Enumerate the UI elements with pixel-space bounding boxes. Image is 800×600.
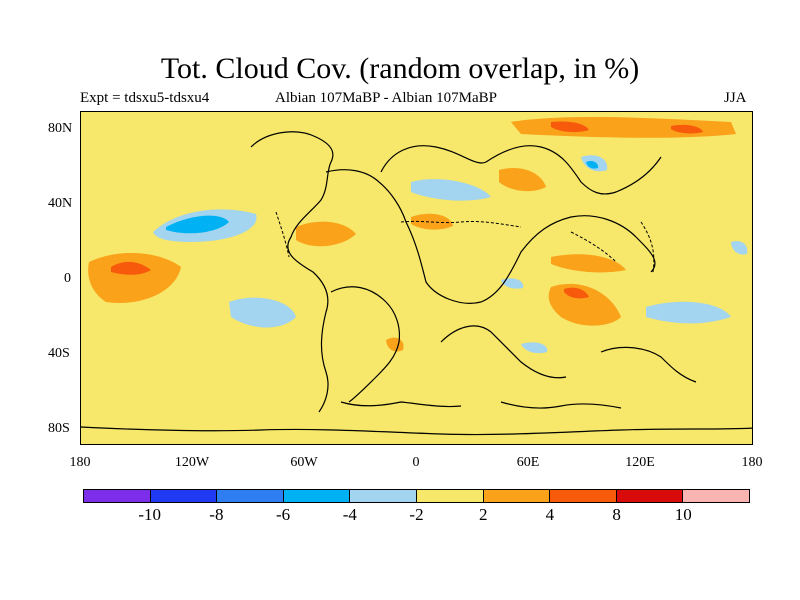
- x-tick-label: 60W: [290, 455, 318, 470]
- colorbar-swatch: [84, 490, 151, 502]
- colorbar-swatch: [350, 490, 417, 502]
- y-tick-label: 80N: [48, 121, 73, 136]
- experiment-label: Expt = tdsxu5-tdsxu4: [80, 90, 210, 106]
- colorbar-swatch: [150, 490, 218, 502]
- period-label: Albian 107MaBP - Albian 107MaBP: [275, 90, 497, 106]
- season-label: JJA: [724, 90, 747, 106]
- plot-title: Tot. Cloud Cov. (random overlap, in %): [160, 52, 640, 85]
- positive-anomaly-regions: [88, 117, 736, 352]
- colorbar-label: -6: [276, 505, 291, 524]
- colorbar-label: -2: [409, 505, 424, 524]
- x-tick-label: 0: [412, 455, 420, 470]
- colorbar-swatch: [217, 490, 284, 502]
- colorbar-label: -4: [342, 505, 357, 524]
- x-tick-label: 180: [69, 455, 91, 470]
- y-tick-label: 80S: [48, 421, 70, 436]
- coastlines: [81, 131, 752, 436]
- x-tick-label: 120W: [174, 455, 210, 470]
- colorbar-label: 8: [612, 505, 621, 524]
- map-canvas: [81, 117, 752, 436]
- colorbar-swatch: [683, 490, 749, 502]
- paleo-coastlines: [275, 211, 655, 273]
- colorbar-swatch: [283, 490, 351, 502]
- colorbar-label: -8: [209, 505, 224, 524]
- colorbar: [83, 489, 750, 503]
- map-panel: [80, 111, 753, 445]
- colorbar-swatch: [483, 490, 551, 502]
- negative-anomaly-regions: [153, 155, 748, 354]
- colorbar-label: 2: [478, 505, 488, 524]
- x-tick-label: 180: [741, 455, 763, 470]
- colorbar-swatch: [550, 490, 617, 502]
- colorbar-swatch: [416, 490, 484, 502]
- colorbar-label: -10: [138, 505, 162, 524]
- y-tick-label: 40N: [48, 196, 73, 211]
- colorbar-swatch: [616, 490, 684, 502]
- colorbar-label: 4: [545, 505, 555, 524]
- y-tick-label: 40S: [48, 346, 70, 361]
- colorbar-label: 10: [674, 505, 692, 524]
- x-tick-label: 120E: [625, 455, 655, 470]
- y-tick-label: 0: [64, 271, 71, 286]
- x-tick-label: 60E: [516, 455, 540, 470]
